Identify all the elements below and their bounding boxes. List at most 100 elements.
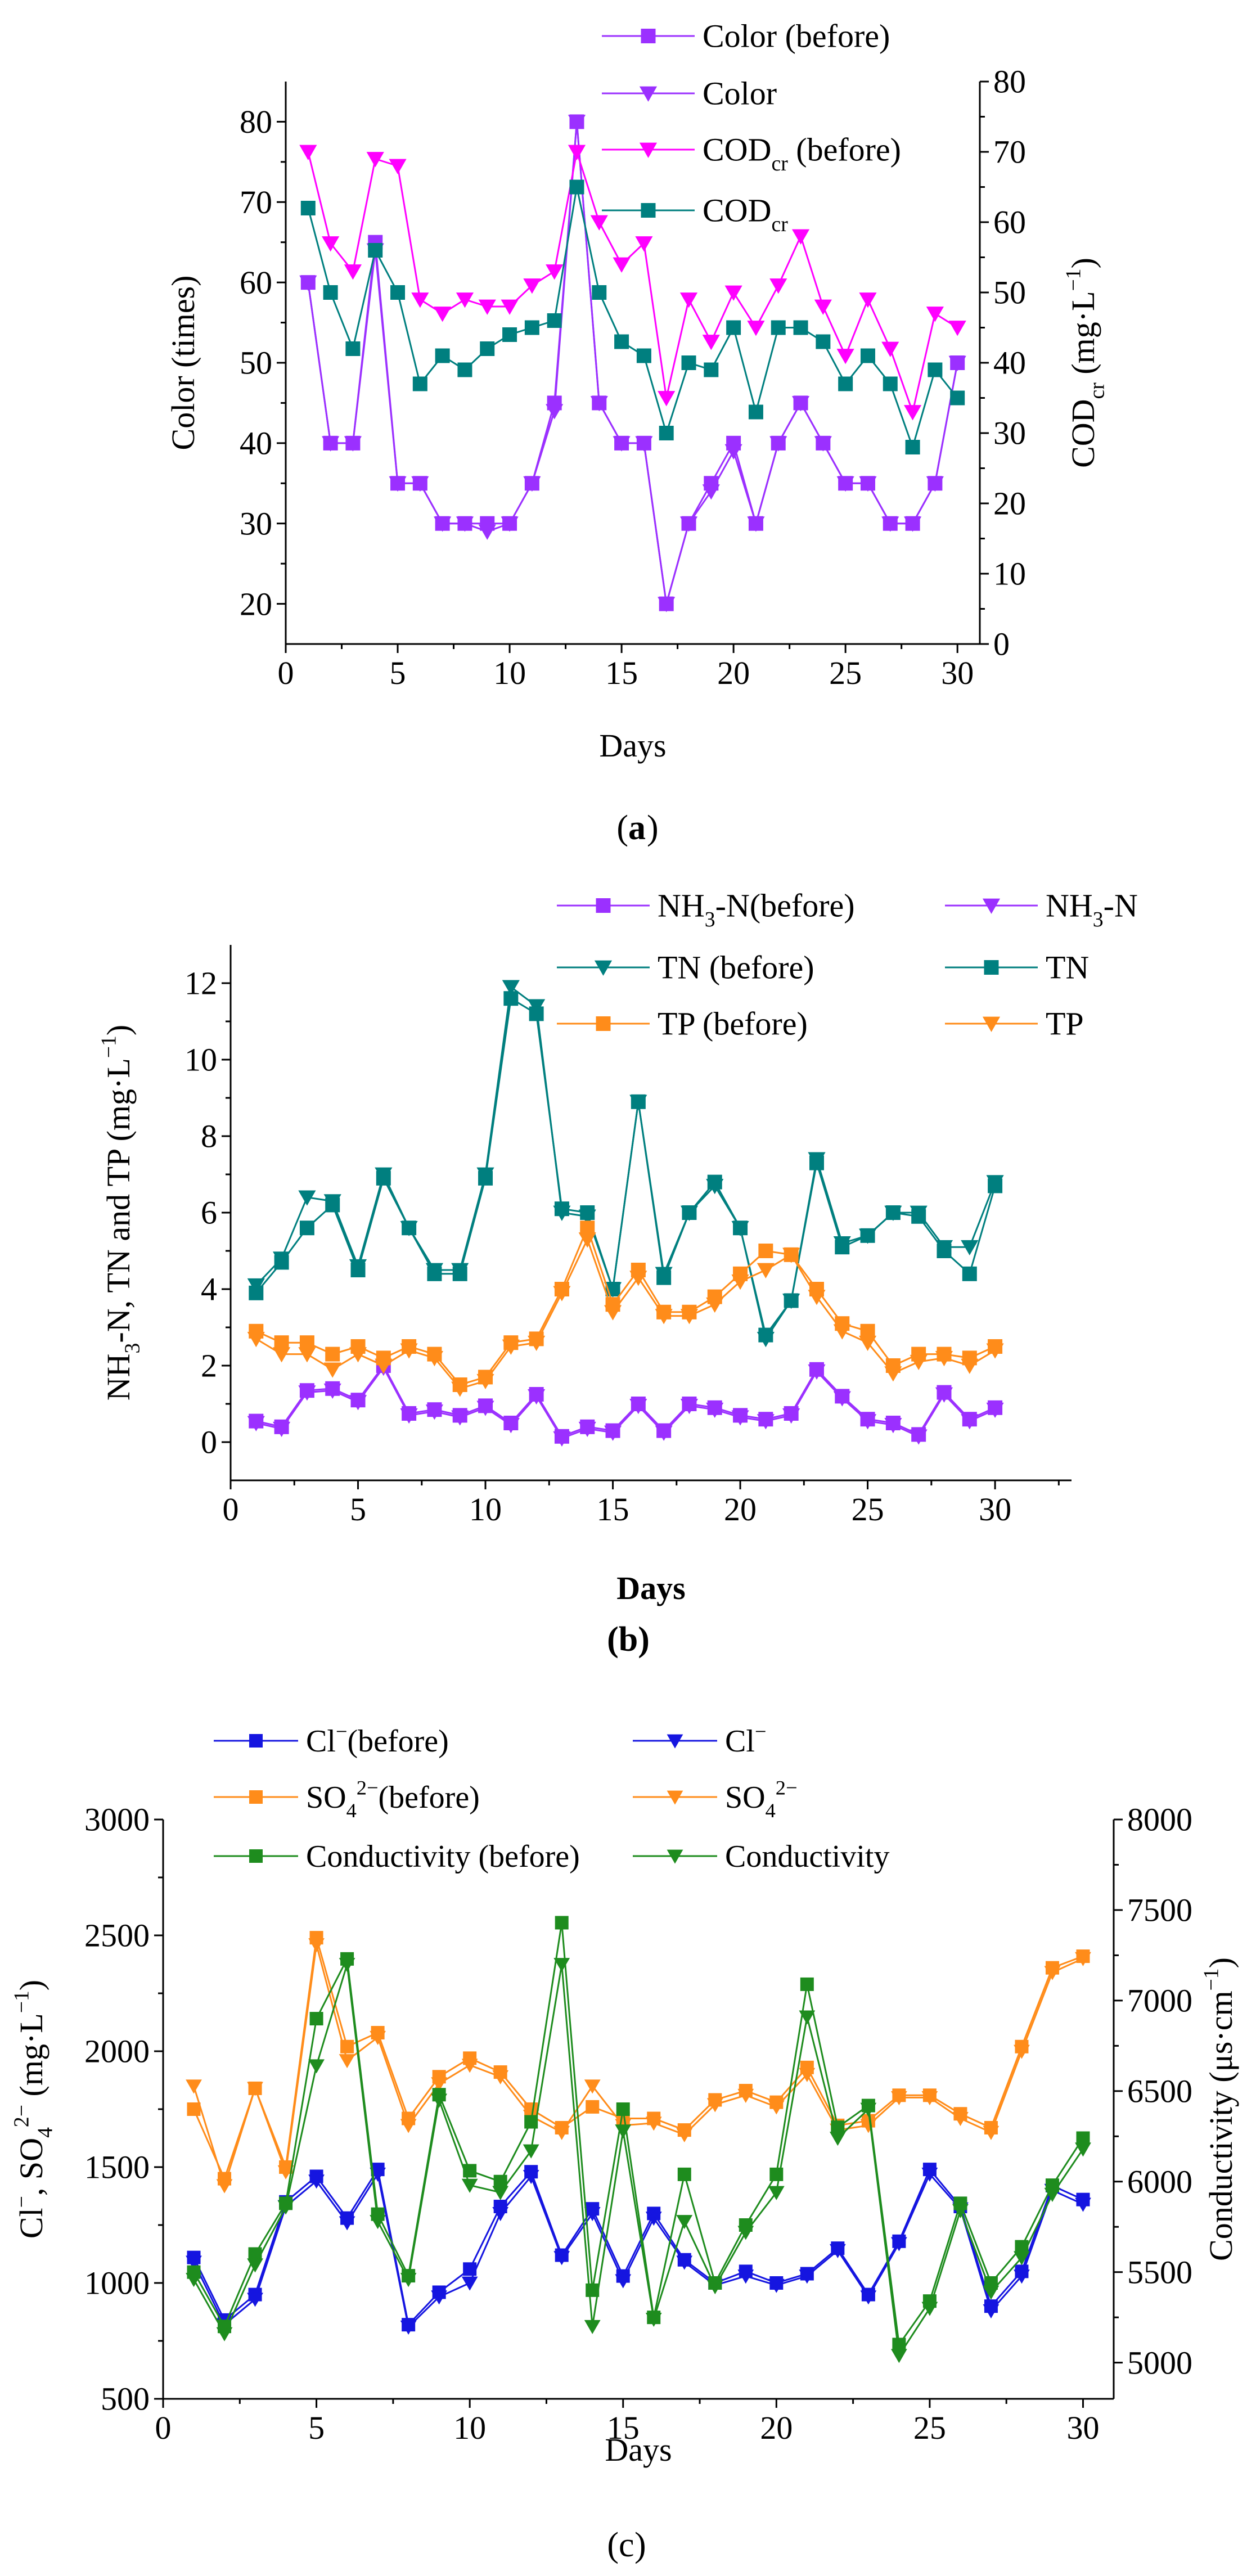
- y-axis-title-part: , SO: [13, 2138, 49, 2196]
- y2-axis-title-part: cr: [1085, 382, 1109, 399]
- data-point: [431, 2077, 448, 2092]
- data-point: [950, 390, 965, 406]
- data-point: [655, 1309, 673, 1325]
- x-tick-label: 30: [941, 655, 974, 691]
- x-tick-label: 15: [605, 655, 638, 691]
- series-line: [193, 1964, 1084, 2358]
- data-point: [808, 1290, 826, 1305]
- panel-label-open: (: [607, 2526, 619, 2564]
- legend-marker: [594, 960, 613, 976]
- data-point: [921, 2167, 938, 2182]
- legend-label-part: Color: [703, 75, 777, 112]
- data-point: [402, 1221, 417, 1236]
- legend-label-part: Cl: [306, 1724, 336, 1759]
- data-point: [921, 2302, 938, 2316]
- data-point: [400, 2273, 417, 2287]
- y2-tick-label: 0: [993, 626, 1010, 663]
- data-point: [427, 1266, 442, 1281]
- data-point: [308, 2059, 325, 2074]
- y-tick-label: 30: [240, 505, 272, 542]
- legend-label-part: (before): [347, 1724, 448, 1759]
- data-point: [890, 2091, 907, 2106]
- data-point: [216, 2179, 233, 2194]
- legend-marker: [249, 1790, 263, 1804]
- data-point: [758, 1244, 773, 1258]
- data-point: [299, 275, 317, 291]
- x-tick-label: 15: [597, 1491, 629, 1528]
- legend-label-part: NH: [658, 888, 705, 924]
- y2-axis-title-part: ): [1203, 1957, 1239, 1968]
- data-point: [400, 2119, 417, 2133]
- y-axis-title-part: −1: [10, 1990, 34, 2013]
- legend-label: Cl−: [725, 1721, 766, 1759]
- data-point: [706, 1297, 724, 1313]
- data-point: [1014, 2251, 1030, 2266]
- y2-tick-label: 20: [993, 485, 1026, 522]
- data-point: [456, 516, 474, 532]
- y-tick-label: 8: [201, 1118, 217, 1155]
- data-point: [707, 1174, 722, 1190]
- data-point: [1075, 2197, 1091, 2212]
- data-point: [412, 376, 427, 391]
- panel-label-close: ): [647, 809, 659, 847]
- data-point: [492, 2207, 509, 2222]
- data-point: [273, 1421, 291, 1438]
- legend-label-part: TP: [1046, 1006, 1084, 1042]
- data-point: [731, 1275, 749, 1290]
- data-point: [860, 348, 875, 363]
- data-point: [604, 1425, 622, 1441]
- x-tick-label: 5: [308, 2410, 325, 2446]
- y-tick-label: 20: [240, 586, 272, 622]
- data-point: [910, 1429, 928, 1445]
- legend-label-part: COD: [703, 192, 771, 229]
- data-point: [247, 1416, 265, 1431]
- legend-label: Cl−(before): [306, 1721, 449, 1759]
- data-point: [935, 1351, 953, 1367]
- data-point: [838, 376, 853, 391]
- data-point: [592, 285, 607, 300]
- legend-marker: [667, 1849, 683, 1864]
- data-point: [492, 2186, 509, 2200]
- data-point: [604, 1305, 622, 1321]
- data-point: [434, 516, 452, 532]
- data-point: [784, 1293, 799, 1308]
- data-point: [680, 1309, 699, 1325]
- data-point: [629, 1271, 647, 1286]
- data-point: [769, 436, 787, 452]
- data-point: [461, 2059, 478, 2073]
- data-point: [344, 264, 362, 280]
- legend-label-part: 4: [766, 1799, 776, 1822]
- data-point: [322, 436, 340, 452]
- data-point: [425, 1404, 444, 1420]
- data-point: [435, 348, 450, 363]
- data-point: [476, 1400, 494, 1416]
- data-point: [523, 2144, 539, 2159]
- x-tick-label: 30: [1066, 2410, 1099, 2446]
- data-point: [523, 278, 541, 294]
- y-tick-label: 1500: [84, 2149, 150, 2186]
- data-point: [769, 278, 787, 294]
- data-point: [782, 1408, 800, 1424]
- data-point: [636, 348, 651, 363]
- y2-tick-label: 40: [993, 345, 1026, 381]
- data-point: [733, 1221, 748, 1236]
- data-point: [676, 2255, 693, 2270]
- y-tick-label: 2: [201, 1348, 217, 1384]
- data-point: [737, 2226, 754, 2240]
- legend-marker: [641, 29, 656, 43]
- panel-label: (b): [607, 1620, 650, 1659]
- data-point: [629, 1399, 647, 1415]
- data-point: [890, 2349, 907, 2363]
- x-tick-label: 10: [469, 1491, 502, 1528]
- data-point: [389, 476, 407, 492]
- data-point: [273, 1347, 291, 1363]
- legend-label-part: COD: [703, 132, 771, 168]
- legend-label-part: Conductivity (before): [306, 1839, 580, 1874]
- y-axis-title: Color (times): [165, 276, 201, 451]
- y-tick-label: 40: [240, 425, 272, 462]
- legend-label: NH3-N: [1046, 888, 1138, 931]
- data-point: [808, 1364, 826, 1380]
- data-point: [731, 1410, 749, 1426]
- data-point: [961, 1414, 979, 1430]
